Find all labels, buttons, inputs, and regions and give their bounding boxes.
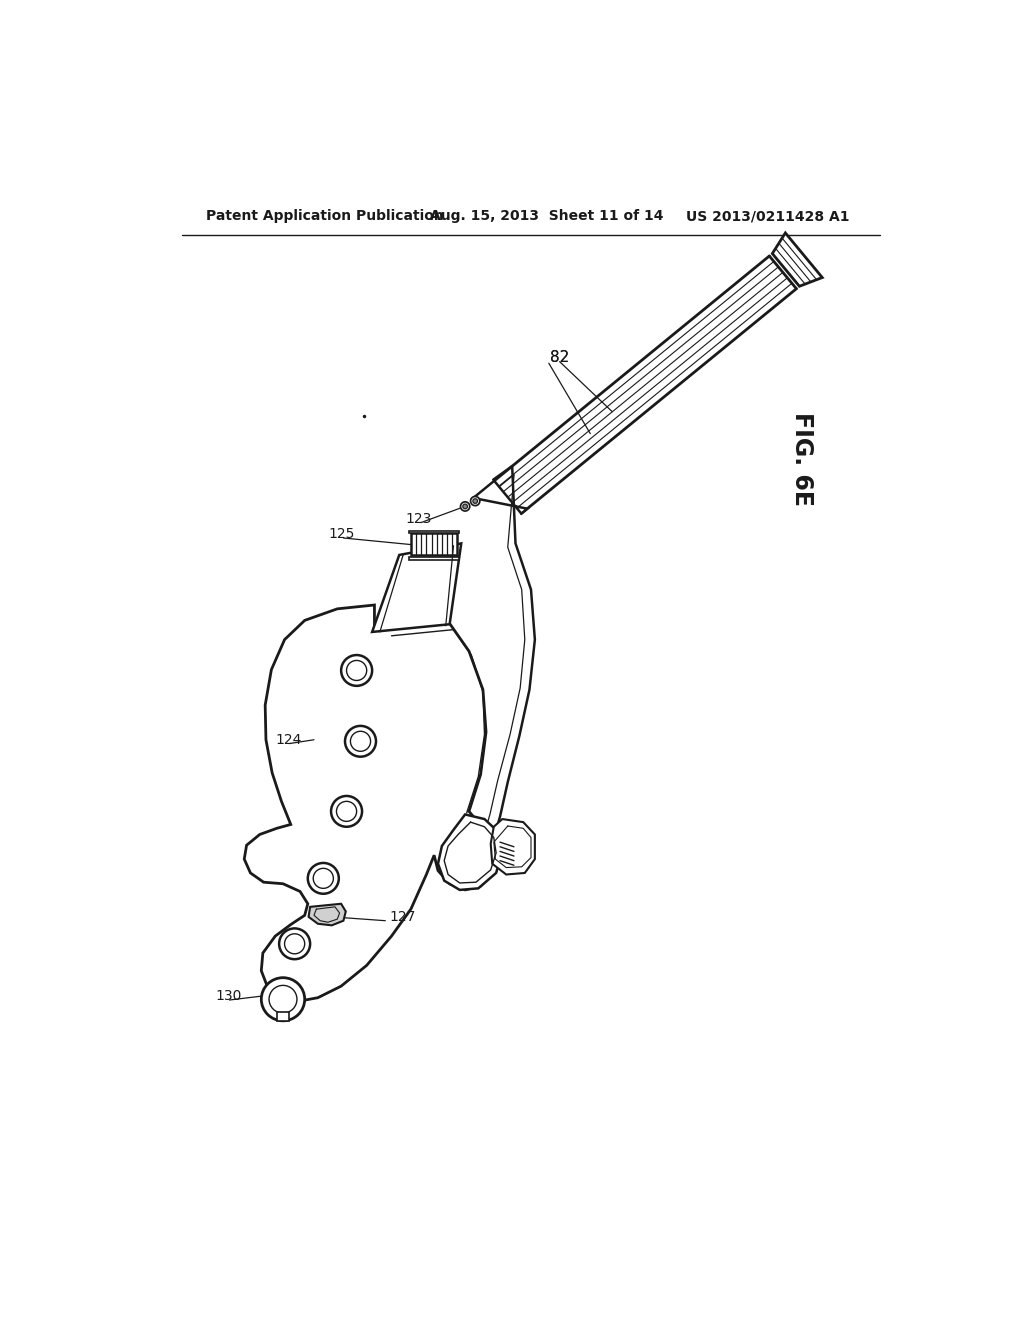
Circle shape: [261, 978, 305, 1020]
Circle shape: [313, 869, 334, 888]
Polygon shape: [410, 557, 459, 560]
Polygon shape: [245, 605, 500, 1002]
Text: US 2013/0211428 A1: US 2013/0211428 A1: [686, 209, 850, 223]
Text: Patent Application Publication: Patent Application Publication: [206, 209, 443, 223]
Text: Aug. 15, 2013  Sheet 11 of 14: Aug. 15, 2013 Sheet 11 of 14: [430, 209, 664, 223]
Circle shape: [345, 726, 376, 756]
Text: 82: 82: [550, 350, 569, 364]
Circle shape: [350, 731, 371, 751]
Circle shape: [285, 933, 305, 954]
Circle shape: [463, 504, 467, 508]
Text: 129: 129: [474, 837, 501, 850]
Circle shape: [341, 655, 372, 686]
Circle shape: [346, 660, 367, 681]
Polygon shape: [372, 544, 461, 632]
Circle shape: [461, 502, 470, 511]
Polygon shape: [411, 533, 458, 554]
Text: FIG. 6E: FIG. 6E: [791, 412, 814, 506]
Text: 123: 123: [406, 512, 432, 525]
Text: 82: 82: [550, 350, 569, 364]
Polygon shape: [438, 814, 503, 890]
Text: 124: 124: [275, 733, 302, 747]
Polygon shape: [490, 818, 535, 874]
Text: 130: 130: [216, 989, 242, 1003]
Circle shape: [269, 985, 297, 1014]
Polygon shape: [276, 1011, 289, 1020]
Circle shape: [337, 801, 356, 821]
Polygon shape: [410, 531, 459, 533]
Circle shape: [471, 496, 480, 506]
Polygon shape: [772, 232, 822, 286]
Circle shape: [331, 796, 362, 826]
Polygon shape: [308, 904, 346, 925]
Text: 127: 127: [389, 909, 416, 924]
Circle shape: [308, 863, 339, 894]
Polygon shape: [473, 480, 527, 513]
Text: 125: 125: [328, 527, 354, 541]
Circle shape: [280, 928, 310, 960]
Circle shape: [473, 499, 477, 503]
